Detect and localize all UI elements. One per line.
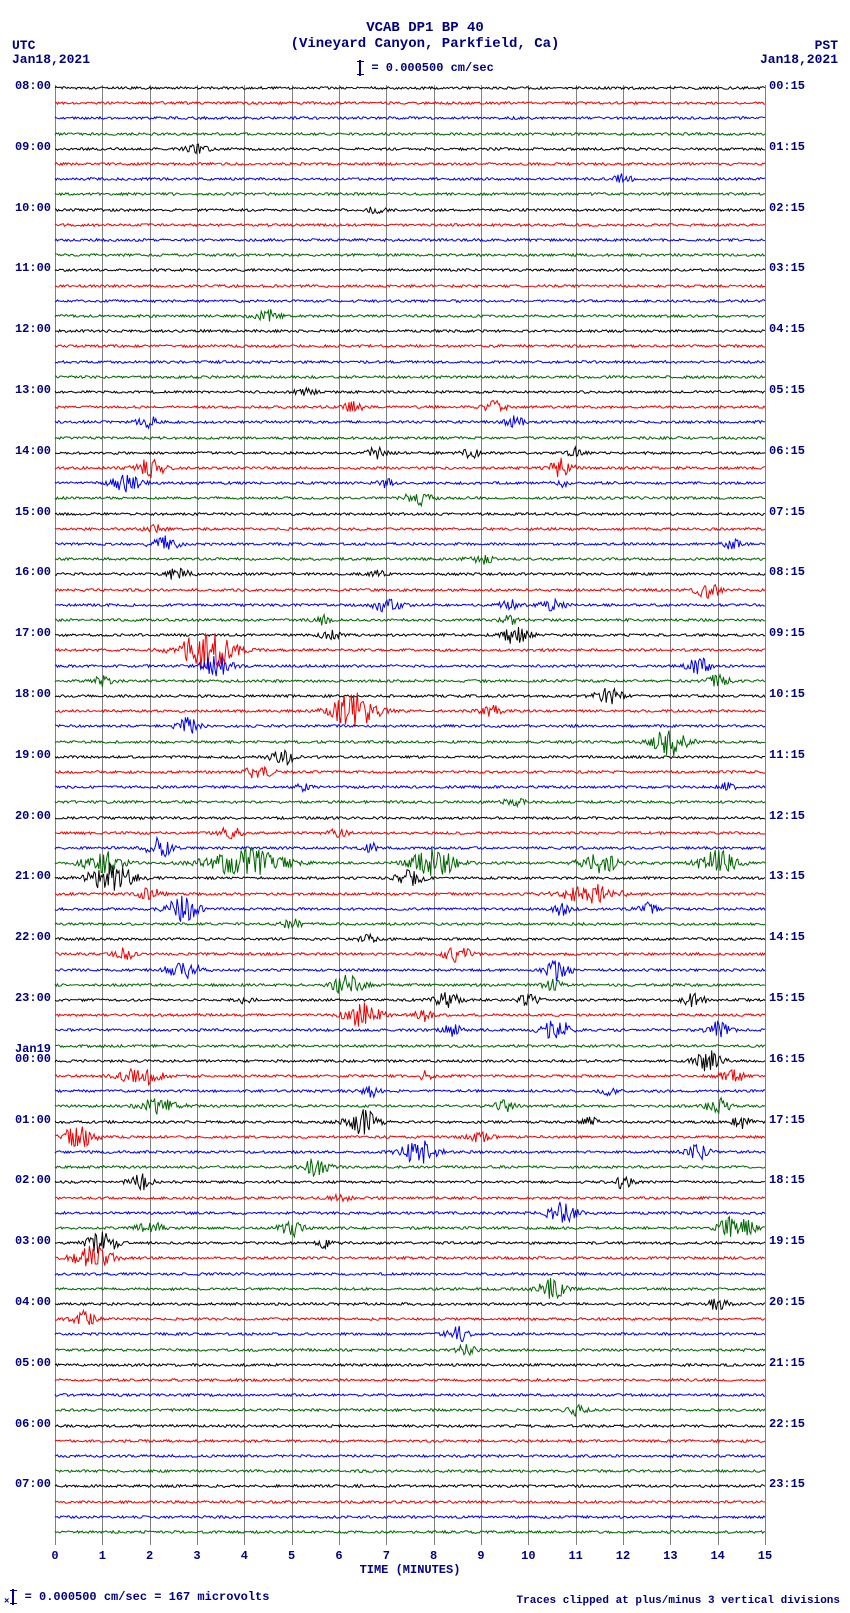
- right-time-label: 11:15: [769, 748, 811, 762]
- left-time-label: 02:00: [11, 1173, 51, 1187]
- x-axis-label: TIME (MINUTES): [55, 1563, 765, 1577]
- right-time-label: 10:15: [769, 687, 811, 701]
- right-time-label: 04:15: [769, 322, 811, 336]
- right-time-label: 08:15: [769, 565, 811, 579]
- right-time-label: 09:15: [769, 626, 811, 640]
- left-time-label: 10:00: [11, 201, 51, 215]
- left-time-label: 05:00: [11, 1356, 51, 1370]
- right-time-label: 06:15: [769, 444, 811, 458]
- left-time-label: 04:00: [11, 1295, 51, 1309]
- left-time-label: 13:00: [11, 383, 51, 397]
- left-time-label: 09:00: [11, 140, 51, 154]
- trace-row: [55, 1508, 765, 1556]
- right-time-label: 19:15: [769, 1234, 811, 1248]
- left-time-label: 06:00: [11, 1417, 51, 1431]
- left-time-label: 14:00: [11, 444, 51, 458]
- left-time-label: 03:00: [11, 1234, 51, 1248]
- right-time-label: 14:15: [769, 930, 811, 944]
- footer-right: Traces clipped at plus/minus 3 vertical …: [517, 1595, 840, 1607]
- helicorder-plot: TIME (MINUTES) 012345678910111213141508:…: [55, 85, 765, 1545]
- right-time-label: 15:15: [769, 991, 811, 1005]
- right-time-label: 13:15: [769, 869, 811, 883]
- left-time-label: 07:00: [11, 1477, 51, 1491]
- right-time-label: 23:15: [769, 1477, 811, 1491]
- helicorder-page: UTC Jan18,2021 PST Jan18,2021 VCAB DP1 B…: [0, 0, 850, 1613]
- right-time-label: 21:15: [769, 1356, 811, 1370]
- right-time-label: 02:15: [769, 201, 811, 215]
- right-time-label: 18:15: [769, 1173, 811, 1187]
- left-time-label: 23:00: [11, 991, 51, 1005]
- title-line1: VCAB DP1 BP 40: [0, 20, 850, 36]
- left-time-label: 00:00: [11, 1052, 51, 1066]
- left-time-label: 17:00: [11, 626, 51, 640]
- right-time-label: 05:15: [769, 383, 811, 397]
- right-time-label: 17:15: [769, 1113, 811, 1127]
- footer-left: × = 0.000500 cm/sec = 167 microvolts: [4, 1589, 269, 1607]
- left-time-label: 22:00: [11, 930, 51, 944]
- right-time-label: 01:15: [769, 140, 811, 154]
- left-time-label: 21:00: [11, 869, 51, 883]
- left-time-label: 08:00: [11, 79, 51, 93]
- right-time-label: 20:15: [769, 1295, 811, 1309]
- right-time-label: 12:15: [769, 809, 811, 823]
- left-time-label: 18:00: [11, 687, 51, 701]
- right-time-label: 00:15: [769, 79, 811, 93]
- title-line2: (Vineyard Canyon, Parkfield, Ca): [0, 36, 850, 52]
- left-time-label: 01:00: [11, 1113, 51, 1127]
- right-time-label: 07:15: [769, 505, 811, 519]
- right-time-label: 16:15: [769, 1052, 811, 1066]
- left-time-label: 12:00: [11, 322, 51, 336]
- right-time-label: 03:15: [769, 261, 811, 275]
- left-time-label: 11:00: [11, 261, 51, 275]
- right-time-label: 22:15: [769, 1417, 811, 1431]
- left-time-label: 19:00: [11, 748, 51, 762]
- left-time-label: 20:00: [11, 809, 51, 823]
- gridline: [765, 85, 766, 1545]
- left-time-label: 15:00: [11, 505, 51, 519]
- left-time-label: 16:00: [11, 565, 51, 579]
- footer-left-text: = 0.000500 cm/sec = 167 microvolts: [17, 1591, 269, 1605]
- footer-scale-bar-icon: [12, 1589, 14, 1605]
